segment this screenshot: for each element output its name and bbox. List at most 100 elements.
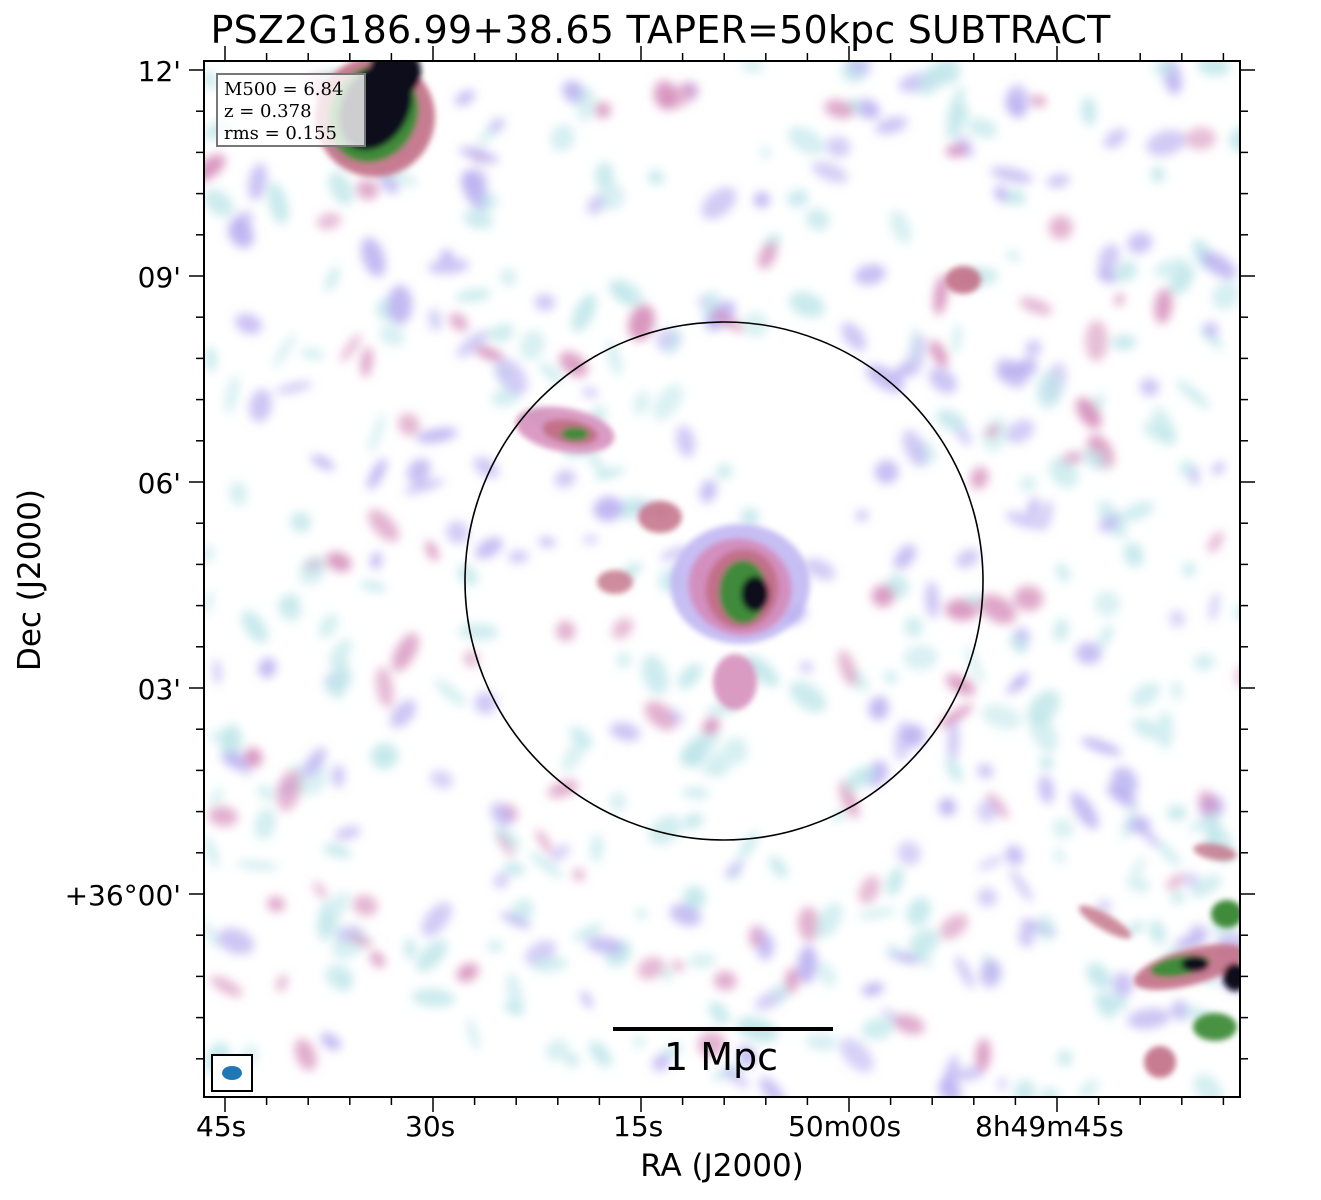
emission-blob (1190, 874, 1222, 898)
emission-blob (375, 666, 394, 708)
emission-blob (985, 425, 1000, 438)
emission-blob (499, 268, 517, 286)
emission-blob (572, 868, 585, 882)
emission-blob (387, 284, 413, 325)
emission-blob (205, 836, 219, 868)
emission-blob (1053, 848, 1066, 864)
emission-blob (495, 357, 528, 395)
emission-blob (1131, 682, 1161, 708)
emission-blob (901, 724, 925, 748)
emission-blob (556, 620, 576, 642)
emission-blob (889, 209, 912, 244)
emission-blob (861, 982, 885, 996)
xtick-label: 30s (405, 1110, 456, 1143)
emission-blob (711, 310, 745, 332)
emission-blob (241, 610, 269, 644)
emission-blob (519, 330, 545, 361)
emission-blob (550, 844, 570, 862)
emission-blob (805, 1033, 838, 1051)
emission-blob (888, 943, 901, 959)
emission-blob (970, 466, 989, 490)
emission-blob (258, 657, 277, 678)
emission-blob (529, 851, 564, 879)
emission-blob (379, 172, 399, 194)
emission-blob (278, 593, 300, 611)
emission-blob (839, 780, 859, 819)
emission-blob (531, 957, 569, 972)
xtick-label: 45s (196, 1110, 247, 1143)
emission-blob (1126, 856, 1146, 891)
emission-blob (1193, 1073, 1223, 1096)
emission-blob (276, 974, 288, 992)
emission-blob (759, 1076, 785, 1096)
emission-blob (1133, 818, 1160, 848)
emission-blob (903, 644, 938, 671)
emission-blob (421, 902, 452, 937)
emission-blob (957, 134, 974, 158)
emission-blob (609, 792, 627, 812)
emission-blob (854, 264, 886, 286)
emission-blob (979, 959, 1002, 988)
emission-blob (415, 939, 448, 973)
emission-blob (1198, 790, 1219, 818)
emission-blob (427, 258, 470, 275)
emission-blob (391, 633, 419, 672)
emission-blob (848, 62, 872, 76)
emission-blob (275, 381, 313, 394)
emission-blob (1027, 689, 1060, 726)
emission-blob (320, 1032, 341, 1051)
emission-blob (1144, 1046, 1176, 1078)
emission-blob (473, 456, 500, 479)
emission-blob (593, 496, 624, 522)
emission-blob (369, 951, 386, 968)
emission-blob (699, 479, 717, 503)
emission-blob (569, 726, 593, 749)
emission-blob (475, 346, 504, 361)
emission-blob (1080, 737, 1122, 756)
emission-blob (669, 904, 702, 926)
emission-blob (317, 901, 333, 943)
emission-blob (910, 325, 919, 363)
emission-blob (945, 757, 963, 783)
emission-blob (1111, 334, 1137, 350)
emission-blob (1046, 174, 1070, 188)
emission-blob (462, 209, 494, 229)
emission-blob (861, 1017, 895, 1040)
emission-blob (1139, 378, 1160, 397)
info-mass: M500 = 6.84 (224, 79, 344, 100)
emission-blob (1098, 514, 1120, 533)
emission-blob (839, 1037, 874, 1073)
emission-blob (1014, 677, 1027, 688)
emission-blob (267, 896, 285, 912)
emission-blob (616, 652, 632, 668)
emission-blob (458, 623, 500, 641)
emission-blob (416, 427, 458, 443)
emission-blob (708, 1001, 730, 1025)
emission-blob (534, 293, 556, 312)
radio-image (205, 62, 1239, 1096)
emission-blob (1193, 653, 1215, 671)
emission-blob (1096, 899, 1112, 914)
emission-blob (340, 333, 362, 363)
emission-blob (670, 960, 685, 972)
emission-blob (208, 806, 238, 827)
emission-blob (682, 787, 710, 799)
ytick-label: 09' (137, 261, 181, 294)
emission-blob (589, 1040, 612, 1068)
emission-blob (1150, 166, 1166, 183)
xtick-label: 15s (613, 1110, 664, 1143)
emission-blob (977, 763, 994, 779)
emission-blob (538, 537, 556, 547)
emission-blob (1126, 1008, 1171, 1030)
emission-blob (210, 788, 224, 806)
emission-blob (998, 1076, 1007, 1091)
emission-blob (1193, 1013, 1237, 1041)
emission-blob (1179, 460, 1194, 477)
emission-blob (635, 909, 648, 919)
emission-blob (977, 887, 997, 908)
emission-blob (874, 460, 899, 484)
emission-blob (243, 747, 263, 768)
emission-blob (228, 219, 254, 249)
emission-blob (1153, 62, 1174, 77)
emission-blob (1098, 243, 1120, 273)
